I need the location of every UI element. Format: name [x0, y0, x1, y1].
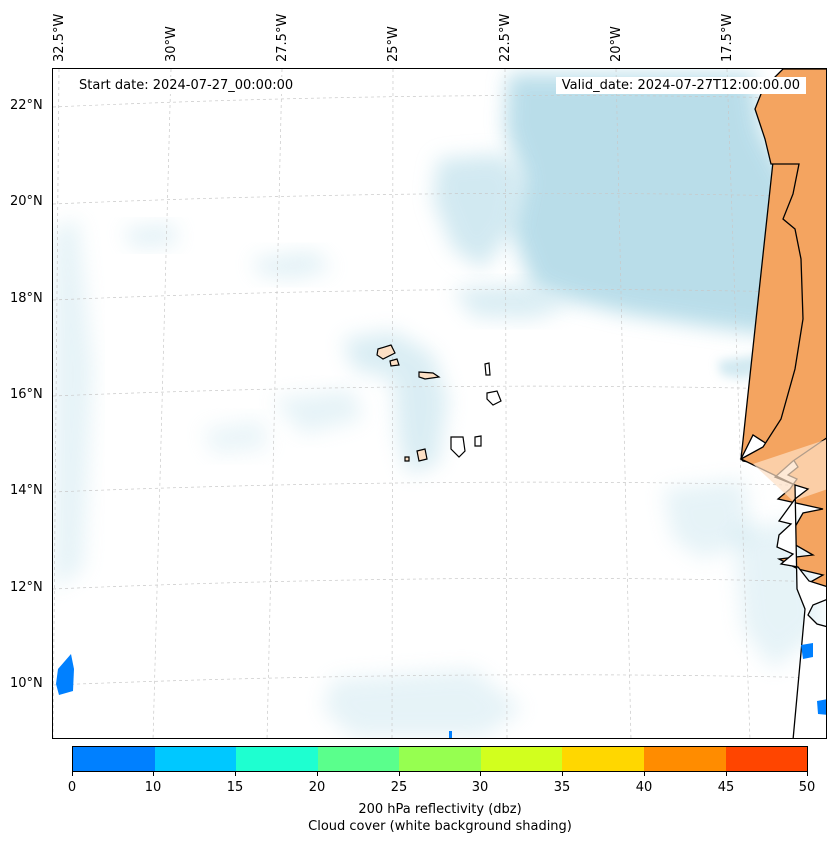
lon-label-22-5w: 22.5°W: [498, 13, 513, 62]
colorbar-tick: [399, 772, 400, 776]
lon-label-17-5w: 17.5°W: [720, 13, 735, 62]
island-sal: [484, 362, 491, 376]
lat-label-14n: 14°N: [10, 483, 43, 498]
colorbar-tick: [726, 772, 727, 776]
echo-south: [449, 731, 452, 738]
island-boa-vista: [486, 390, 502, 406]
island-santiago: [450, 436, 466, 458]
echo-east-1: [801, 643, 813, 659]
colorbar-sublabel: Cloud cover (white background shading): [308, 819, 572, 834]
island-fogo: [416, 448, 428, 462]
colorbar-segment: [725, 747, 808, 771]
colorbar-segment: [643, 747, 726, 771]
africa-coast-south: [776, 484, 826, 738]
lon-label-20w: 20°W: [609, 26, 624, 62]
lat-label-10n: 10°N: [10, 676, 43, 691]
map-canvas: [53, 69, 826, 738]
lat-label-12n: 12°N: [10, 580, 43, 595]
echo-east-2: [817, 699, 826, 715]
island-santo-antao: [376, 344, 396, 360]
lon-label-25w: 25°W: [386, 26, 401, 62]
echo-west: [56, 654, 74, 695]
map-panel[interactable]: Start date: 2024-07-27_00:00:00 Valid_da…: [52, 68, 827, 739]
colorbar-tick-label: 15: [226, 780, 244, 795]
colorbar-tick: [807, 772, 808, 776]
lon-label-30w: 30°W: [164, 26, 179, 62]
colorbar-tick: [235, 772, 236, 776]
colorbar-tick: [562, 772, 563, 776]
island-sao-vicente: [389, 358, 400, 367]
colorbar-segment: [73, 747, 155, 771]
graticule: [53, 69, 826, 738]
island-maio: [474, 435, 482, 447]
colorbar-tick-label: 40: [635, 780, 653, 795]
colorbar-tick-label: 35: [553, 780, 571, 795]
reflectivity-colorbar: [72, 746, 808, 772]
colorbar-tick-label: 50: [798, 780, 816, 795]
colorbar-segment: [317, 747, 400, 771]
colorbar-tick: [480, 772, 481, 776]
colorbar-tick-label: 0: [67, 780, 77, 795]
island-sao-nicolau: [418, 371, 441, 380]
lat-label-20n: 20°N: [10, 194, 43, 209]
colorbar-tick: [317, 772, 318, 776]
colorbar-tick-label: 20: [308, 780, 326, 795]
colorbar-segment: [154, 747, 237, 771]
lat-label-18n: 18°N: [10, 291, 43, 306]
cloud-cover-shading: [53, 74, 823, 737]
lat-label-22n: 22°N: [10, 98, 43, 113]
cape-verde-islands: [376, 344, 502, 462]
lat-label-16n: 16°N: [10, 387, 43, 402]
colorbar-segment: [399, 747, 481, 771]
colorbar-segment: [480, 747, 563, 771]
colorbar-tick-label: 45: [717, 780, 735, 795]
valid-date-label: Valid_date: 2024-07-27T12:00:00.00: [555, 77, 806, 94]
colorbar-tick-label: 30: [471, 780, 489, 795]
colorbar-tick-label: 25: [390, 780, 408, 795]
lon-label-27-5w: 27.5°W: [275, 13, 290, 62]
coastal-shading: [753, 439, 826, 501]
colorbar-segment: [562, 747, 644, 771]
colorbar-tick: [644, 772, 645, 776]
colorbar-label: 200 hPa reflectivity (dbz): [358, 802, 522, 817]
lon-label-32-5w: 32.5°W: [52, 13, 67, 62]
colorbar-tick-label: 10: [144, 780, 162, 795]
reflectivity-echoes: [56, 643, 826, 738]
colorbar-segment: [236, 747, 318, 771]
island-brava: [404, 456, 410, 462]
colorbar-tick: [72, 772, 73, 776]
colorbar-tick: [153, 772, 154, 776]
start-date-label: Start date: 2024-07-27_00:00:00: [73, 77, 300, 94]
